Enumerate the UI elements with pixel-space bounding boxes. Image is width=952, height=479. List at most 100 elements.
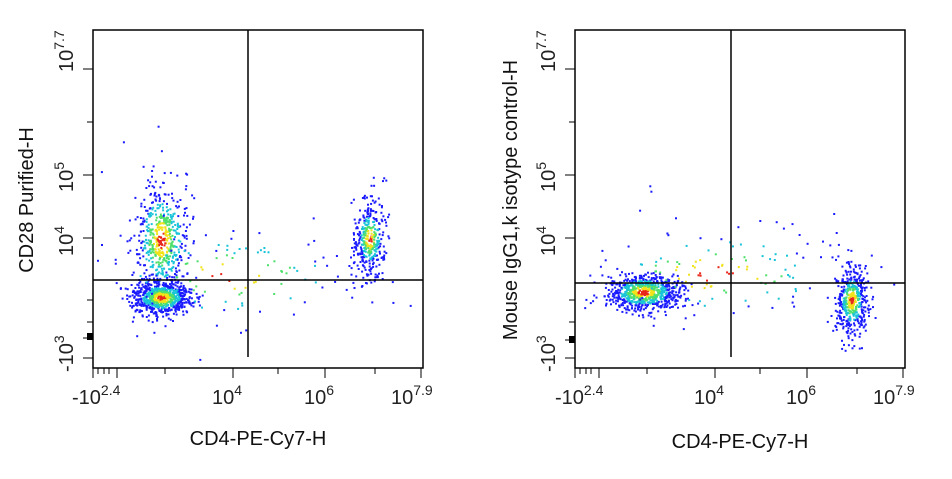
event-dot bbox=[148, 207, 151, 210]
event-dot bbox=[664, 310, 667, 313]
event-dot bbox=[172, 302, 175, 304]
event-dot bbox=[134, 309, 137, 312]
event-dot bbox=[161, 251, 164, 254]
event-dot bbox=[851, 312, 854, 315]
event-dot bbox=[175, 304, 178, 307]
event-dot bbox=[158, 250, 161, 253]
event-dot bbox=[238, 293, 241, 296]
event-dot bbox=[847, 329, 850, 332]
event-dot bbox=[635, 302, 638, 305]
event-dot bbox=[144, 297, 147, 300]
event-dot bbox=[169, 309, 172, 312]
event-dot bbox=[633, 292, 636, 295]
event-dot bbox=[723, 289, 726, 292]
event-dot bbox=[151, 304, 154, 307]
event-dot bbox=[164, 299, 167, 301]
event-dot bbox=[862, 295, 865, 298]
event-dot bbox=[174, 297, 177, 300]
event-dot bbox=[126, 298, 129, 300]
event-dot bbox=[665, 292, 668, 295]
event-dot bbox=[674, 285, 677, 288]
event-dot bbox=[620, 292, 623, 295]
event-dot bbox=[706, 279, 708, 282]
event-dot bbox=[185, 207, 188, 210]
event-dot bbox=[369, 270, 372, 273]
y-tick-label-4: 104 bbox=[533, 226, 560, 256]
event-dot bbox=[627, 296, 630, 299]
event-dot bbox=[184, 289, 187, 292]
event-dot bbox=[178, 226, 180, 229]
event-dot bbox=[798, 234, 801, 236]
event-dot bbox=[374, 211, 377, 214]
event-dot bbox=[157, 193, 160, 196]
event-dot bbox=[730, 258, 733, 260]
event-dot bbox=[745, 268, 748, 271]
event-dot bbox=[161, 215, 164, 218]
event-dot bbox=[142, 255, 145, 258]
y-tick-label-5: 105 bbox=[533, 162, 560, 192]
event-dot bbox=[691, 304, 694, 307]
event-dot bbox=[169, 248, 172, 251]
event-dot bbox=[665, 302, 668, 305]
event-dot bbox=[185, 234, 188, 237]
event-dot bbox=[634, 279, 637, 282]
event-dot bbox=[646, 288, 649, 291]
event-dot bbox=[841, 305, 844, 308]
event-dot bbox=[184, 244, 187, 247]
event-dot bbox=[854, 299, 857, 302]
event-dot bbox=[784, 268, 787, 271]
event-dot bbox=[617, 294, 620, 297]
event-dot bbox=[159, 262, 162, 265]
event-dot bbox=[172, 297, 175, 300]
event-dot bbox=[135, 308, 138, 311]
event-dot bbox=[371, 259, 374, 262]
event-dot bbox=[759, 220, 762, 222]
y-axis-title: CD28 Purified-H bbox=[16, 127, 38, 273]
event-dot bbox=[171, 276, 174, 279]
event-dot bbox=[874, 317, 877, 319]
event-dot bbox=[633, 285, 636, 288]
event-dot bbox=[732, 312, 735, 315]
event-dot bbox=[361, 264, 364, 267]
event-dot bbox=[363, 254, 365, 256]
event-dot bbox=[157, 280, 160, 283]
event-dot bbox=[644, 299, 647, 302]
event-dot bbox=[156, 293, 159, 296]
event-dot bbox=[151, 289, 154, 292]
event-dot bbox=[841, 280, 844, 283]
event-dot bbox=[369, 227, 372, 230]
event-dot bbox=[688, 273, 690, 276]
event-dot bbox=[699, 259, 702, 262]
event-dot bbox=[372, 176, 375, 179]
event-dot bbox=[354, 241, 357, 244]
event-dot bbox=[863, 306, 865, 309]
event-dot bbox=[168, 229, 171, 231]
event-dot bbox=[367, 217, 370, 219]
event-dot bbox=[843, 285, 846, 288]
event-dot bbox=[649, 296, 652, 299]
event-dot bbox=[145, 308, 148, 311]
event-dot bbox=[163, 284, 165, 287]
event-dot bbox=[666, 304, 669, 307]
event-dot bbox=[129, 249, 132, 252]
event-dot bbox=[155, 299, 157, 302]
event-dot bbox=[187, 257, 190, 259]
event-dot bbox=[630, 301, 633, 304]
event-dot bbox=[860, 289, 862, 292]
event-dot bbox=[164, 325, 167, 328]
event-dot bbox=[150, 223, 153, 226]
event-dot bbox=[195, 276, 198, 279]
event-dot bbox=[161, 243, 164, 246]
event-dot bbox=[162, 209, 165, 212]
event-dot bbox=[335, 255, 338, 257]
event-dot bbox=[159, 222, 162, 225]
event-dot bbox=[153, 192, 156, 195]
event-dot bbox=[368, 245, 371, 247]
event-dot bbox=[178, 294, 181, 297]
event-dot bbox=[862, 315, 865, 318]
event-dot bbox=[787, 274, 790, 276]
event-dot bbox=[259, 249, 262, 252]
event-dot bbox=[673, 280, 676, 283]
event-dot bbox=[864, 265, 867, 267]
event-dot bbox=[363, 240, 366, 243]
